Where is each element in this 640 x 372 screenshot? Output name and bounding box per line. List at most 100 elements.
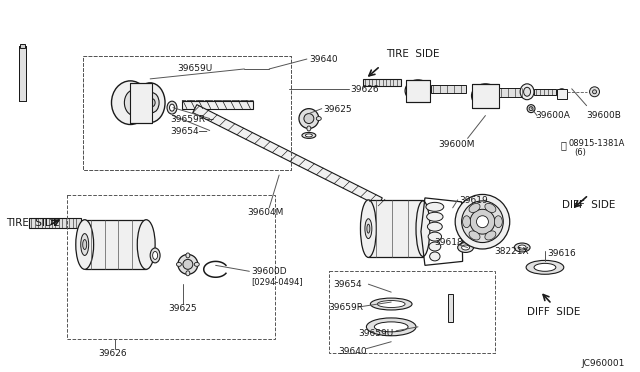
Ellipse shape bbox=[428, 232, 442, 241]
Ellipse shape bbox=[81, 234, 89, 256]
Bar bbox=[406, 80, 430, 102]
Ellipse shape bbox=[557, 89, 567, 99]
Text: TIRE  SIDE: TIRE SIDE bbox=[6, 218, 60, 228]
Ellipse shape bbox=[463, 216, 470, 228]
Ellipse shape bbox=[455, 195, 509, 249]
Text: 39659R: 39659R bbox=[329, 303, 364, 312]
Text: Ⓜ: Ⓜ bbox=[561, 140, 566, 150]
Ellipse shape bbox=[529, 107, 533, 110]
Ellipse shape bbox=[481, 92, 490, 100]
Bar bbox=[499, 88, 527, 97]
Bar bbox=[182, 101, 253, 109]
Bar bbox=[329, 271, 495, 353]
Ellipse shape bbox=[167, 101, 177, 114]
Ellipse shape bbox=[410, 84, 426, 98]
Ellipse shape bbox=[472, 84, 499, 108]
Bar bbox=[83, 56, 291, 170]
Bar bbox=[557, 89, 567, 99]
Ellipse shape bbox=[477, 88, 494, 103]
Ellipse shape bbox=[186, 253, 190, 258]
Circle shape bbox=[178, 254, 198, 274]
Text: 39625: 39625 bbox=[324, 105, 353, 114]
Bar bbox=[364, 79, 401, 86]
Text: 39640: 39640 bbox=[339, 347, 367, 356]
Ellipse shape bbox=[461, 201, 503, 243]
Ellipse shape bbox=[371, 298, 412, 310]
Text: 39654—: 39654— bbox=[170, 128, 207, 137]
Text: 39618: 39618 bbox=[434, 238, 463, 247]
Bar bbox=[19, 46, 26, 101]
Text: 39604M: 39604M bbox=[248, 208, 284, 217]
Text: 39654: 39654 bbox=[333, 280, 362, 289]
Circle shape bbox=[593, 90, 596, 94]
Ellipse shape bbox=[477, 216, 488, 228]
Ellipse shape bbox=[302, 132, 316, 138]
Ellipse shape bbox=[186, 271, 190, 276]
Ellipse shape bbox=[416, 201, 430, 256]
Text: 39626: 39626 bbox=[351, 85, 379, 94]
Ellipse shape bbox=[461, 245, 470, 250]
Text: 39659R—: 39659R— bbox=[170, 115, 214, 124]
Ellipse shape bbox=[76, 220, 93, 269]
Text: 39625: 39625 bbox=[168, 304, 196, 313]
Bar bbox=[534, 89, 556, 95]
Bar bbox=[431, 85, 465, 93]
Ellipse shape bbox=[367, 224, 370, 233]
Text: [0294-0494]: [0294-0494] bbox=[252, 277, 303, 286]
Ellipse shape bbox=[195, 262, 199, 266]
Text: 39626: 39626 bbox=[99, 349, 127, 357]
Text: TIRE  SIDE: TIRE SIDE bbox=[387, 49, 440, 59]
Ellipse shape bbox=[527, 105, 535, 113]
Text: 39600M: 39600M bbox=[438, 140, 474, 150]
Text: JC960001: JC960001 bbox=[582, 359, 625, 368]
Text: 39600D: 39600D bbox=[252, 267, 287, 276]
Ellipse shape bbox=[137, 220, 155, 269]
Text: 39659U: 39659U bbox=[358, 329, 394, 338]
Circle shape bbox=[304, 113, 314, 124]
Ellipse shape bbox=[426, 202, 444, 211]
Ellipse shape bbox=[305, 134, 312, 137]
Ellipse shape bbox=[485, 203, 496, 212]
Ellipse shape bbox=[378, 301, 405, 308]
Ellipse shape bbox=[150, 248, 160, 263]
Polygon shape bbox=[193, 105, 382, 206]
Bar bbox=[472, 84, 499, 108]
Text: DIFF  SIDE: DIFF SIDE bbox=[562, 200, 615, 210]
Ellipse shape bbox=[135, 83, 165, 122]
Text: 39659U: 39659U bbox=[177, 64, 212, 73]
Ellipse shape bbox=[374, 322, 408, 332]
Ellipse shape bbox=[414, 87, 422, 94]
Text: 39600A: 39600A bbox=[535, 110, 570, 120]
Ellipse shape bbox=[360, 200, 376, 257]
Text: 39616: 39616 bbox=[547, 250, 575, 259]
Ellipse shape bbox=[470, 209, 495, 234]
Bar bbox=[131, 83, 152, 122]
Ellipse shape bbox=[153, 251, 157, 259]
Circle shape bbox=[299, 109, 319, 128]
Circle shape bbox=[589, 87, 600, 97]
Ellipse shape bbox=[111, 81, 149, 125]
Ellipse shape bbox=[83, 240, 86, 250]
Ellipse shape bbox=[534, 263, 556, 271]
Text: 39600B: 39600B bbox=[587, 110, 621, 120]
Bar bbox=[29, 218, 81, 228]
Ellipse shape bbox=[559, 91, 564, 96]
Bar bbox=[84, 220, 146, 269]
Ellipse shape bbox=[365, 219, 372, 238]
Ellipse shape bbox=[405, 80, 431, 102]
Ellipse shape bbox=[429, 252, 440, 261]
Text: DIFF  SIDE: DIFF SIDE bbox=[527, 307, 580, 317]
Ellipse shape bbox=[149, 99, 155, 107]
Ellipse shape bbox=[367, 318, 416, 336]
Text: (6): (6) bbox=[575, 148, 587, 157]
Ellipse shape bbox=[469, 231, 480, 240]
Ellipse shape bbox=[458, 243, 474, 253]
Ellipse shape bbox=[494, 216, 502, 228]
Ellipse shape bbox=[469, 203, 480, 212]
Text: 38221X: 38221X bbox=[494, 247, 529, 257]
Text: 39619: 39619 bbox=[460, 196, 488, 205]
Ellipse shape bbox=[428, 222, 442, 231]
Bar bbox=[369, 200, 423, 257]
Ellipse shape bbox=[429, 242, 441, 251]
Ellipse shape bbox=[316, 116, 321, 121]
